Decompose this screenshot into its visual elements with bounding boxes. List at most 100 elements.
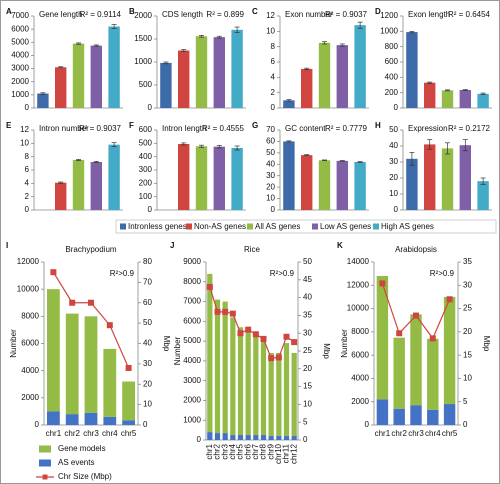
x-tick-label: chr2 (391, 429, 407, 438)
y-axis-title: Number (173, 336, 182, 365)
y-tick-label: 4000 (351, 374, 369, 383)
y-tick-label: 12000 (17, 257, 40, 266)
bar (160, 62, 172, 108)
panel-title: Rice (244, 245, 261, 254)
y-tick-label: 2000 (183, 396, 201, 405)
annotation: R² = 0.4555 (202, 124, 245, 133)
bar (213, 37, 225, 108)
legend-swatch (120, 223, 126, 230)
legend-swatch (312, 223, 318, 230)
bar-segment (65, 313, 79, 415)
y-tick-label: 6000 (183, 316, 201, 325)
x-tick-label: chr5 (236, 443, 245, 459)
y-tick-label: 0 (25, 205, 30, 214)
bar-segment (260, 435, 267, 440)
x-tick-label: chr11 (282, 443, 291, 463)
y-tick-label: 50 (389, 125, 398, 134)
y-tick-label: 12000 (347, 280, 370, 289)
y2-axis-title: Mbp (482, 336, 491, 352)
error-bar (76, 42, 81, 45)
y-tick-label: 100 (139, 192, 153, 201)
y2-tick-label: 10 (303, 400, 312, 409)
bar-segment (245, 435, 251, 440)
error-bar (181, 49, 187, 52)
y-tick-label: 3000 (183, 376, 201, 385)
error-bar (163, 61, 169, 65)
error-bar (58, 181, 64, 184)
y2-tick-label: 20 (303, 364, 312, 373)
y-tick-label: 9000 (183, 257, 201, 266)
legend-label: High AS genes (381, 222, 434, 231)
bar (283, 100, 295, 108)
bar (90, 162, 102, 210)
legend-label: All AS genes (255, 222, 300, 231)
bar-segment (237, 327, 244, 436)
bar (406, 158, 418, 210)
legend-label: Chr Size (Mbp) (58, 472, 112, 481)
error-bar (216, 144, 222, 149)
bar (108, 144, 120, 210)
legend-swatch (373, 223, 379, 230)
annotation: R²>0.9 (110, 269, 135, 278)
bar-segment (268, 436, 274, 440)
y-tick-label: 400 (385, 72, 399, 81)
bar-segment (393, 408, 405, 425)
bar-segment (268, 352, 274, 437)
y-tick-label: 8000 (21, 311, 39, 320)
y2-tick-label: 50 (143, 318, 152, 327)
y-tick-label: 30 (389, 157, 398, 166)
y2-tick-label: 0 (463, 420, 468, 429)
y-tick-label: 0 (148, 205, 153, 214)
y-tick-label: 1500 (134, 34, 152, 43)
bar (195, 36, 208, 108)
y-tick-label: 8000 (183, 277, 201, 286)
y2-tick-label: 30 (463, 280, 472, 289)
y-tick-label: 5000 (183, 336, 201, 345)
annotation: R² = 0.7779 (325, 124, 368, 133)
error-bar (357, 161, 363, 163)
y-tick-label: 4 (271, 72, 276, 81)
error-bar (199, 144, 204, 148)
line-marker (252, 331, 259, 338)
bar-segment (283, 343, 290, 437)
panel-letter: K (337, 241, 343, 250)
bar (354, 162, 366, 210)
line-marker (245, 326, 252, 333)
y-tick-label: 200 (385, 88, 399, 97)
legend-label: AS events (58, 458, 94, 467)
bar-segment (207, 273, 213, 433)
line-marker (429, 335, 436, 342)
bar-segment (103, 416, 117, 425)
bar (72, 160, 85, 210)
y2-tick-label: 10 (463, 374, 472, 383)
y2-tick-label: 25 (463, 304, 472, 313)
y2-tick-label: 25 (303, 346, 312, 355)
bar (459, 89, 471, 108)
bar-segment (103, 348, 117, 417)
x-tick-label: chr2 (213, 443, 222, 459)
bar-segment (222, 433, 228, 440)
panel-letter: B (129, 7, 135, 16)
bar-segment (260, 337, 267, 436)
bar (477, 181, 489, 210)
x-tick-label: chr3 (83, 429, 99, 438)
legend-swatch (247, 223, 253, 230)
y-tick-label: 0 (394, 103, 399, 112)
bar-segment (253, 333, 259, 436)
y2-axis-title: Mbp (322, 343, 331, 359)
x-tick-label: chr1 (205, 443, 214, 459)
y2-tick-label: 5 (463, 397, 468, 406)
error-bar (445, 142, 450, 155)
error-bar (462, 89, 468, 91)
y-tick-label: 500 (139, 80, 153, 89)
x-tick-label: chr5 (442, 429, 458, 438)
bar (108, 26, 120, 109)
line-marker (50, 269, 57, 276)
bar-segment (222, 301, 228, 434)
y-tick-label: 8000 (351, 327, 369, 336)
y2-tick-label: 20 (463, 327, 472, 336)
y2-tick-label: 60 (143, 298, 152, 307)
y2-tick-label: 10 (143, 400, 152, 409)
bar (283, 141, 295, 210)
bar-segment (237, 435, 244, 440)
